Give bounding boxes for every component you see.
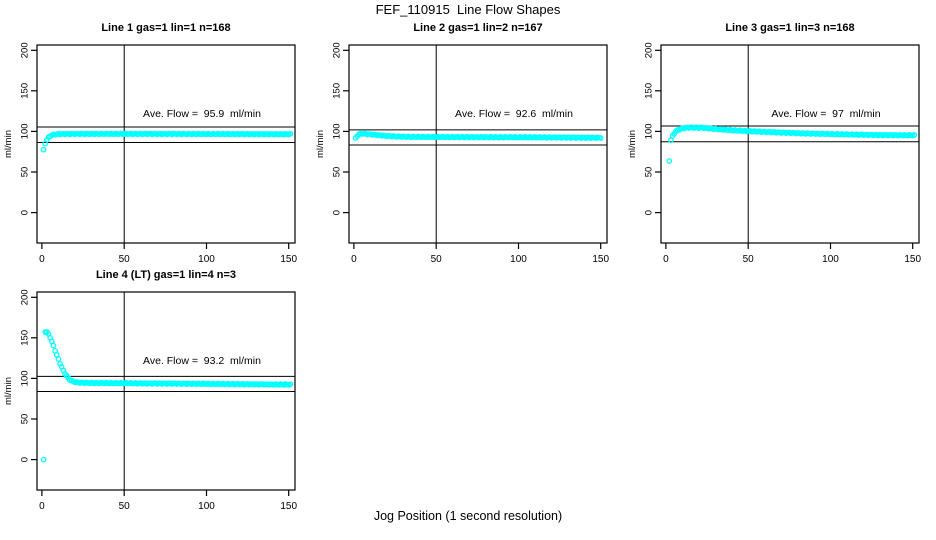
y-axis-label: ml/min xyxy=(3,377,14,405)
panel-title: Line 1 gas=1 lin=1 n=168 xyxy=(101,22,231,34)
flow-outlier-point xyxy=(666,158,673,164)
y-tick-label: 200 xyxy=(332,42,343,58)
y-tick-label: 0 xyxy=(644,210,655,215)
axes xyxy=(655,44,920,249)
ave-flow-annotation: Ave. Flow = 97 ml/min xyxy=(771,108,881,120)
plot-area-line-3: 0 50 100 150 200 0 50 100 150 xyxy=(644,42,922,265)
y-tick-label: 150 xyxy=(644,83,655,99)
y-tick-label: 150 xyxy=(332,83,343,99)
y-axis-label: ml/min xyxy=(627,130,638,158)
axes xyxy=(31,44,296,249)
data-points xyxy=(666,124,918,164)
x-tick-label: 100 xyxy=(198,254,215,265)
x-tick-label: 150 xyxy=(280,254,297,265)
x-tick-label: 150 xyxy=(280,501,297,512)
plot-box xyxy=(660,44,920,244)
y-tick-label: 100 xyxy=(20,370,31,386)
data-points xyxy=(40,130,294,153)
x-axis-label: Jog Position (1 second resolution) xyxy=(373,509,563,523)
axes xyxy=(343,44,608,249)
x-tick-label: 150 xyxy=(592,254,609,265)
flow-point xyxy=(40,146,47,153)
flow-point xyxy=(911,132,918,138)
ave-flow-annotation: Ave. Flow = 93.2 ml/min xyxy=(143,355,261,367)
y-axis-label: ml/min xyxy=(315,130,326,158)
y-tick-label: 100 xyxy=(332,123,343,139)
x-tick-label: 50 xyxy=(119,501,131,512)
flow-point xyxy=(287,381,294,388)
axes xyxy=(31,291,296,496)
y-axis-label: ml/min xyxy=(3,130,14,158)
y-tick-label: 50 xyxy=(644,167,655,178)
ave-flow-annotation: Ave. Flow = 92.6 ml/min xyxy=(455,108,573,120)
x-tick-label: 50 xyxy=(119,254,131,265)
x-tick-label: 100 xyxy=(198,501,215,512)
flow-outlier-point xyxy=(40,456,47,463)
y-tick-label: 50 xyxy=(20,167,31,178)
panel-line-1: 0 50 100 150 200 0 50 100 150 Line 1 gas=1 lin=1… xyxy=(0,20,312,270)
y-tick-label: 150 xyxy=(20,83,31,99)
data-points xyxy=(352,130,604,141)
x-tick-label: 50 xyxy=(431,254,443,265)
flow-point xyxy=(55,356,62,362)
y-tick-label: 0 xyxy=(20,457,31,462)
panel-line-3: 0 50 100 150 200 0 50 100 150 Line 3 gas=1 lin=3… xyxy=(624,20,936,270)
flow-point xyxy=(597,135,604,141)
flow-point xyxy=(287,130,294,137)
x-tick-label: 100 xyxy=(822,254,839,265)
x-tick-label: 0 xyxy=(663,254,669,265)
x-tick-label: 150 xyxy=(904,254,921,265)
x-tick-label: 100 xyxy=(510,254,527,265)
plot-box xyxy=(348,44,608,244)
ave-flow-annotation: Ave. Flow = 95.9 ml/min xyxy=(143,108,261,120)
x-tick-label: 50 xyxy=(743,254,755,265)
x-tick-label: 0 xyxy=(351,254,357,265)
x-tick-label: 0 xyxy=(39,254,45,265)
y-tick-label: 0 xyxy=(332,210,343,215)
plot-box xyxy=(36,44,296,244)
x-tick-label: 0 xyxy=(39,501,45,512)
y-tick-label: 0 xyxy=(20,210,31,215)
y-tick-label: 200 xyxy=(644,42,655,58)
panel-title: Line 3 gas=1 lin=3 n=168 xyxy=(725,22,855,34)
y-tick-label: 150 xyxy=(20,330,31,346)
flow-point xyxy=(50,342,57,349)
y-tick-label: 200 xyxy=(20,289,31,305)
panel-title: Line 4 (LT) gas=1 lin=4 n=3 xyxy=(95,269,237,281)
main-title: FEF_110915 Line Flow Shapes xyxy=(375,2,561,17)
y-tick-label: 50 xyxy=(20,414,31,425)
panel-line-2: 0 50 100 150 200 0 50 100 150 Line 2 gas=1 lin=2… xyxy=(312,20,624,270)
panel-line-4: 0 50 100 150 200 0 50 100 150 Line 4 (LT) gas=1 … xyxy=(0,267,312,517)
y-tick-label: 200 xyxy=(20,42,31,58)
plot-area-line-2: 0 50 100 150 200 0 50 100 150 xyxy=(332,42,610,265)
y-tick-label: 50 xyxy=(332,167,343,178)
y-tick-label: 100 xyxy=(644,123,655,139)
y-tick-label: 100 xyxy=(20,123,31,139)
panel-title: Line 2 gas=1 lin=2 n=167 xyxy=(413,22,543,34)
plot-area-line-1: 0 50 100 150 200 0 50 100 150 xyxy=(20,42,298,265)
plot-area-line-4: 0 50 100 150 200 0 50 100 150 xyxy=(20,289,298,512)
data-points xyxy=(40,329,294,463)
